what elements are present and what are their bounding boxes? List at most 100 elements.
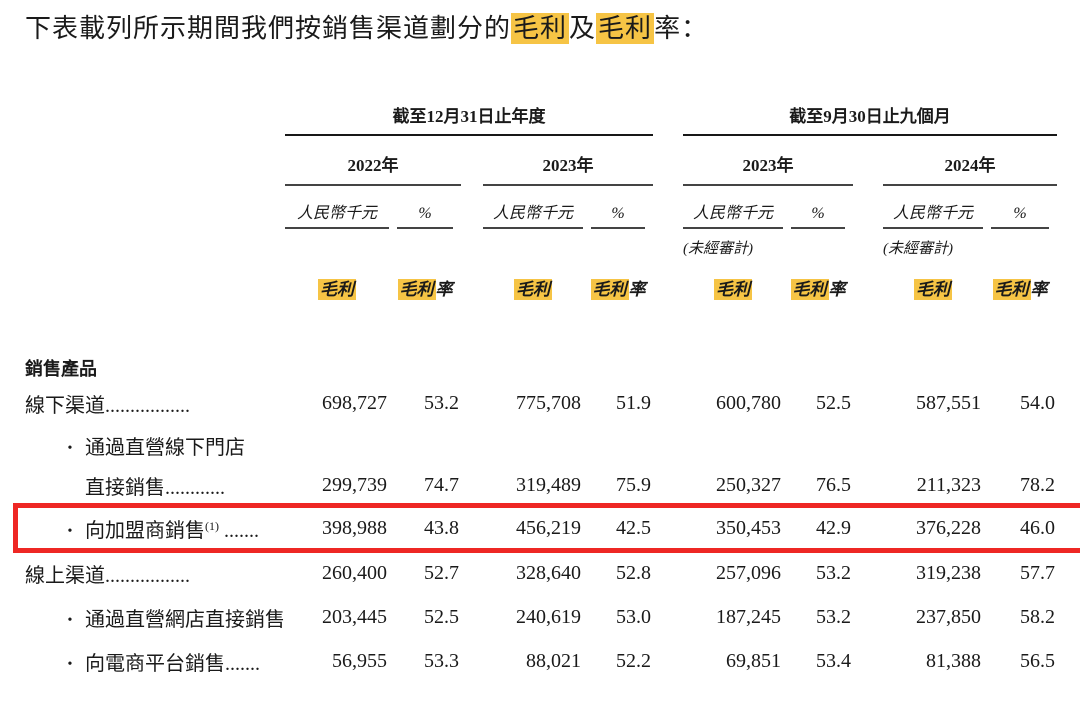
unit-header-row: 人民幣千元 % 人民幣千元 % 人民幣千元 % 人民幣千元 % bbox=[25, 186, 1080, 229]
cell-value: 299,739 bbox=[322, 473, 387, 496]
cell-value: 260,400 bbox=[322, 561, 387, 584]
bullet-icon: • bbox=[67, 440, 73, 456]
section-heading-products: 銷售產品 bbox=[25, 359, 97, 379]
row-label: 直接銷售............ bbox=[85, 476, 225, 499]
unit-label: 人民幣千元 bbox=[285, 186, 389, 229]
year-2022: 2022年 bbox=[285, 136, 461, 186]
footnote-marker: (1) bbox=[205, 518, 219, 533]
title-conjunction: 及 bbox=[569, 14, 597, 43]
cell-value: 56.5 bbox=[1020, 649, 1055, 672]
cell-value: 42.5 bbox=[616, 516, 651, 539]
gross-margin-header: 毛利率 bbox=[992, 278, 1048, 300]
cell-value: 257,096 bbox=[716, 561, 781, 584]
cell-value: 187,245 bbox=[716, 605, 781, 628]
cell-value: 398,988 bbox=[322, 516, 387, 539]
cell-value: 52.2 bbox=[616, 649, 651, 672]
cell-value: 53.2 bbox=[424, 391, 459, 414]
table-row-online-direct-sales: • 通過直營網店直接銷售 203,445 52.5 240,619 53.0 18… bbox=[25, 595, 1080, 639]
year-2023: 2023年 bbox=[483, 136, 653, 186]
period-group-fy: 截至12月31日止年度 bbox=[285, 102, 653, 136]
cell-value: 52.8 bbox=[616, 561, 651, 584]
cell-value: 76.5 bbox=[816, 473, 851, 496]
table-header: 截至12月31日止年度 截至9月30日止九個月 2022年 2023年 2023… bbox=[25, 102, 1080, 309]
cell-value: 74.7 bbox=[424, 473, 459, 496]
row-label: • 通過直營線下門店 bbox=[25, 431, 285, 460]
cell-value: 237,850 bbox=[916, 605, 981, 628]
cell-value: 69,851 bbox=[726, 649, 781, 672]
cell-value: 51.9 bbox=[616, 391, 651, 414]
unaudited-label: (未經審計) bbox=[683, 241, 753, 257]
period-group-row: 截至12月31日止年度 截至9月30日止九個月 bbox=[25, 102, 1080, 136]
gross-margin-header: 毛利率 bbox=[590, 278, 646, 300]
cell-value: 319,238 bbox=[916, 561, 981, 584]
cell-value: 376,228 bbox=[916, 516, 981, 539]
unit-label: 人民幣千元 bbox=[683, 186, 783, 229]
cell-value: 54.0 bbox=[1020, 391, 1055, 414]
gross-profit-header: 毛利 bbox=[514, 278, 552, 300]
unit-label: 人民幣千元 bbox=[483, 186, 583, 229]
cell-value: 42.9 bbox=[816, 516, 851, 539]
unaudited-row: (未經審計) (未經審計) bbox=[25, 229, 1080, 265]
year-header-row: 2022年 2023年 2023年 2024年 bbox=[25, 136, 1080, 186]
row-label: • 通過直營網店直接銷售 bbox=[25, 603, 285, 632]
table-row-direct-store-line1: • 通過直營線下門店 bbox=[25, 425, 1080, 465]
row-label: • 向加盟商銷售(1) ....... bbox=[25, 514, 285, 543]
unit-label: 人民幣千元 bbox=[883, 186, 983, 229]
cell-value: 53.2 bbox=[816, 605, 851, 628]
cell-value: 81,388 bbox=[926, 649, 981, 672]
bullet-icon: • bbox=[67, 612, 73, 628]
cell-value: 52.5 bbox=[816, 391, 851, 414]
title-suffix: 率： bbox=[654, 14, 709, 43]
cell-value: 78.2 bbox=[1020, 473, 1055, 496]
cell-value: 211,323 bbox=[916, 473, 981, 496]
percent-label: % bbox=[583, 192, 653, 229]
cell-value: 328,640 bbox=[516, 561, 581, 584]
cell-value: 43.8 bbox=[424, 516, 459, 539]
cell-value: 57.7 bbox=[1020, 561, 1055, 584]
row-label: 線下渠道................. bbox=[25, 394, 190, 417]
gross-margin-header: 毛利率 bbox=[397, 278, 453, 300]
cell-value: 53.4 bbox=[816, 649, 851, 672]
cell-value: 88,021 bbox=[526, 649, 581, 672]
row-label: 線上渠道................. bbox=[25, 564, 190, 587]
gross-profit-header: 毛利 bbox=[914, 278, 952, 300]
cell-value: 53.2 bbox=[816, 561, 851, 584]
cell-value: 587,551 bbox=[916, 391, 981, 414]
bullet-icon: • bbox=[67, 656, 73, 672]
cell-value: 56,955 bbox=[332, 649, 387, 672]
highlight-gross-profit-2: 毛利 bbox=[596, 13, 655, 44]
table-row-franchisee-sales-highlighted: • 向加盟商銷售(1) ....... 398,988 43.8 456,219 … bbox=[13, 503, 1080, 553]
year-2024-9m: 2024年 bbox=[883, 136, 1057, 186]
cell-value: 600,780 bbox=[716, 391, 781, 414]
cell-value: 52.5 bbox=[424, 605, 459, 628]
year-2023-9m: 2023年 bbox=[683, 136, 853, 186]
cell-value: 46.0 bbox=[1020, 516, 1055, 539]
gross-margin-header: 毛利率 bbox=[790, 278, 846, 300]
highlight-gross-profit: 毛利 bbox=[511, 13, 570, 44]
page-title: 下表載列所示期間我們按銷售渠道劃分的毛利及毛利率： bbox=[25, 10, 1080, 48]
cell-value: 203,445 bbox=[322, 605, 387, 628]
table-row-offline-channels: 線下渠道................. 698,727 53.2 775,7… bbox=[25, 381, 1080, 425]
cell-value: 53.0 bbox=[616, 605, 651, 628]
cell-value: 698,727 bbox=[322, 391, 387, 414]
cell-value: 775,708 bbox=[516, 391, 581, 414]
title-text: 下表載列所示期間我們按銷售渠道劃分的 bbox=[25, 14, 512, 43]
row-label: • 向電商平台銷售....... bbox=[25, 647, 285, 676]
percent-label: % bbox=[983, 192, 1057, 229]
cell-value: 250,327 bbox=[716, 473, 781, 496]
period-group-9m: 截至9月30日止九個月 bbox=[683, 102, 1057, 136]
cell-value: 75.9 bbox=[616, 473, 651, 496]
table-row-direct-store-line2: 直接銷售............ 299,739 74.7 319,489 75… bbox=[25, 465, 1080, 505]
cell-value: 240,619 bbox=[516, 605, 581, 628]
unaudited-label: (未經審計) bbox=[883, 241, 953, 257]
percent-label: % bbox=[783, 192, 853, 229]
dot-leader: ....... bbox=[219, 519, 259, 542]
cell-value: 52.7 bbox=[424, 561, 459, 584]
cell-value: 58.2 bbox=[1020, 605, 1055, 628]
table-row-online-channels: 線上渠道................. 260,400 52.7 328,6… bbox=[25, 551, 1080, 595]
cell-value: 53.3 bbox=[424, 649, 459, 672]
table-row-ecommerce-platform-sales: • 向電商平台銷售....... 56,955 53.3 88,021 52.2 … bbox=[25, 639, 1080, 683]
cell-value: 319,489 bbox=[516, 473, 581, 496]
cell-value: 456,219 bbox=[516, 516, 581, 539]
